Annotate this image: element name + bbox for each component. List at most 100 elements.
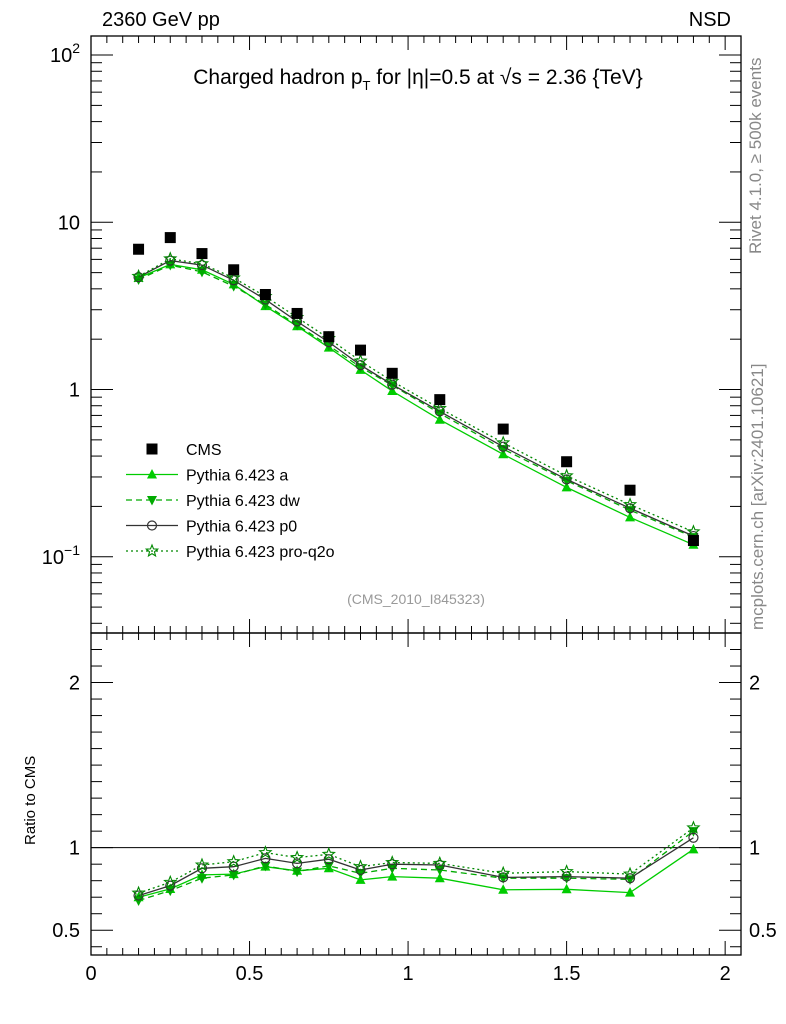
- data-point-a: [561, 481, 572, 492]
- ratio-y-tick-label-left: 1: [69, 838, 80, 860]
- legend-marker-cms: [146, 443, 158, 455]
- data-point-p0: [133, 272, 144, 283]
- cms-data-point: [133, 243, 145, 255]
- legend-label-proq2o: Pythia 6.423 pro-q2o: [186, 544, 335, 561]
- ratio-point-dw: [260, 861, 271, 872]
- series-line-proq2o: [138, 258, 694, 533]
- cms-data-point: [687, 535, 699, 547]
- cms-data-point: [228, 264, 240, 276]
- y-tick-label: 102: [50, 40, 80, 67]
- ratio-point-a: [561, 883, 572, 894]
- ratio-point-dw: [323, 861, 334, 872]
- x-tick-label: 1.5: [553, 963, 581, 985]
- ratio-point-proq2o: [353, 859, 368, 873]
- ratio-point-proq2o: [258, 845, 273, 859]
- data-point-p0: [624, 503, 636, 514]
- data-point-p0: [434, 406, 445, 417]
- beam-label: 2360 GeV pp: [102, 9, 220, 31]
- main-axis-ticks: [90, 36, 741, 633]
- ratio-point-proq2o: [226, 854, 241, 868]
- ratio-line-a: [138, 848, 694, 898]
- ratio-point-p0: [291, 858, 303, 869]
- series-line-p0: [138, 259, 694, 537]
- ratio-point-proq2o: [194, 857, 210, 872]
- ratio-point-a: [498, 884, 509, 894]
- data-point-proq2o: [163, 251, 178, 265]
- series-line-dw: [138, 264, 694, 538]
- main-series-group: [131, 232, 701, 549]
- ratio-point-p0: [196, 863, 208, 874]
- data-point-dw: [561, 476, 572, 487]
- legend-marker-p0: [146, 520, 158, 531]
- ratio-line-p0: [138, 837, 694, 897]
- ratio-point-dw: [228, 870, 239, 881]
- cms-data-point: [355, 344, 367, 356]
- main-y-tick-labels: 10−1 1 10 102: [42, 40, 80, 569]
- cms-data-point: [196, 248, 208, 260]
- y-tick-label: 10−1: [42, 542, 80, 569]
- ratio-point-p0: [323, 854, 334, 865]
- analysis-annotation: (CMS_2010_I845323): [347, 591, 485, 607]
- ratio-point-p0: [624, 873, 636, 884]
- cms-data-point: [434, 394, 446, 406]
- ratio-series-group: [131, 820, 701, 907]
- ratio-point-proq2o: [559, 864, 574, 878]
- ratio-point-dw: [292, 867, 303, 878]
- data-point-dw: [196, 267, 207, 278]
- cms-data-point: [624, 484, 636, 496]
- data-point-p0: [387, 379, 398, 390]
- ratio-point-p0: [387, 859, 398, 870]
- data-point-proq2o: [622, 497, 638, 511]
- legend-marker-dw: [147, 496, 157, 506]
- data-point-proq2o: [432, 400, 447, 415]
- data-point-proq2o: [686, 524, 701, 538]
- ratio-point-p0: [688, 832, 699, 843]
- x-tick-label: 0.5: [236, 963, 264, 985]
- data-point-proq2o: [131, 268, 146, 283]
- x-tick-label: 2: [720, 963, 731, 985]
- legend-label-cms: CMS: [186, 442, 222, 459]
- y-tick-label: 1: [69, 380, 80, 402]
- ratio-panel-frame: [90, 632, 742, 956]
- ratio-y-tick-label-left: 0.5: [52, 920, 80, 942]
- ratio-point-a: [434, 872, 445, 883]
- ratio-point-proq2o: [622, 866, 638, 881]
- ratio-point-dw: [196, 874, 207, 884]
- ratio-axis-label: Ratio to CMS: [22, 755, 39, 845]
- ratio-point-p0: [434, 859, 445, 871]
- data-point-p0: [498, 441, 509, 452]
- ratio-point-p0: [355, 864, 366, 876]
- y-tick-label: 10: [58, 212, 80, 234]
- ratio-y-tick-label-right: 2: [749, 673, 760, 695]
- rivet-version-label: Rivet 4.1.0, ≥ 500k events: [746, 57, 765, 254]
- x-tick-label: 0: [85, 963, 96, 985]
- ratio-point-proq2o: [385, 855, 400, 869]
- plot-title: Charged hadron pT for |η|=0.5 at √s = 2.…: [193, 66, 643, 93]
- ratio-y-tick-labels: 0.5 0.5 1 1 2 2: [52, 673, 777, 943]
- ratio-point-proq2o: [163, 874, 178, 889]
- cms-data-point: [164, 232, 176, 244]
- legend-label-dw: Pythia 6.423 dw: [186, 493, 300, 510]
- ratio-y-tick-label-left: 2: [69, 673, 80, 695]
- data-point-p0: [561, 474, 572, 485]
- data-point-proq2o: [385, 373, 400, 388]
- cms-data-point: [497, 423, 509, 435]
- x-tick-labels: 0 0.5 1 1.5 2: [85, 963, 730, 985]
- data-point-p0: [196, 259, 208, 271]
- cms-data-point: [386, 367, 398, 379]
- series-line-a: [138, 263, 694, 546]
- data-point-dw: [434, 409, 445, 419]
- ratio-point-proq2o: [432, 855, 447, 870]
- legend-marker-a: [147, 469, 157, 479]
- ratio-point-p0: [561, 871, 572, 882]
- data-point-proq2o: [194, 256, 210, 270]
- ratio-axis-ticks: [90, 632, 741, 955]
- ratio-line-proq2o: [138, 827, 694, 894]
- ratio-line-dw: [138, 830, 694, 902]
- ratio-point-a: [355, 874, 366, 884]
- cms-data-point: [259, 288, 271, 300]
- legend-label-p0: Pythia 6.423 p0: [186, 519, 297, 536]
- ratio-point-p0: [260, 853, 271, 864]
- cms-data-point: [323, 331, 335, 343]
